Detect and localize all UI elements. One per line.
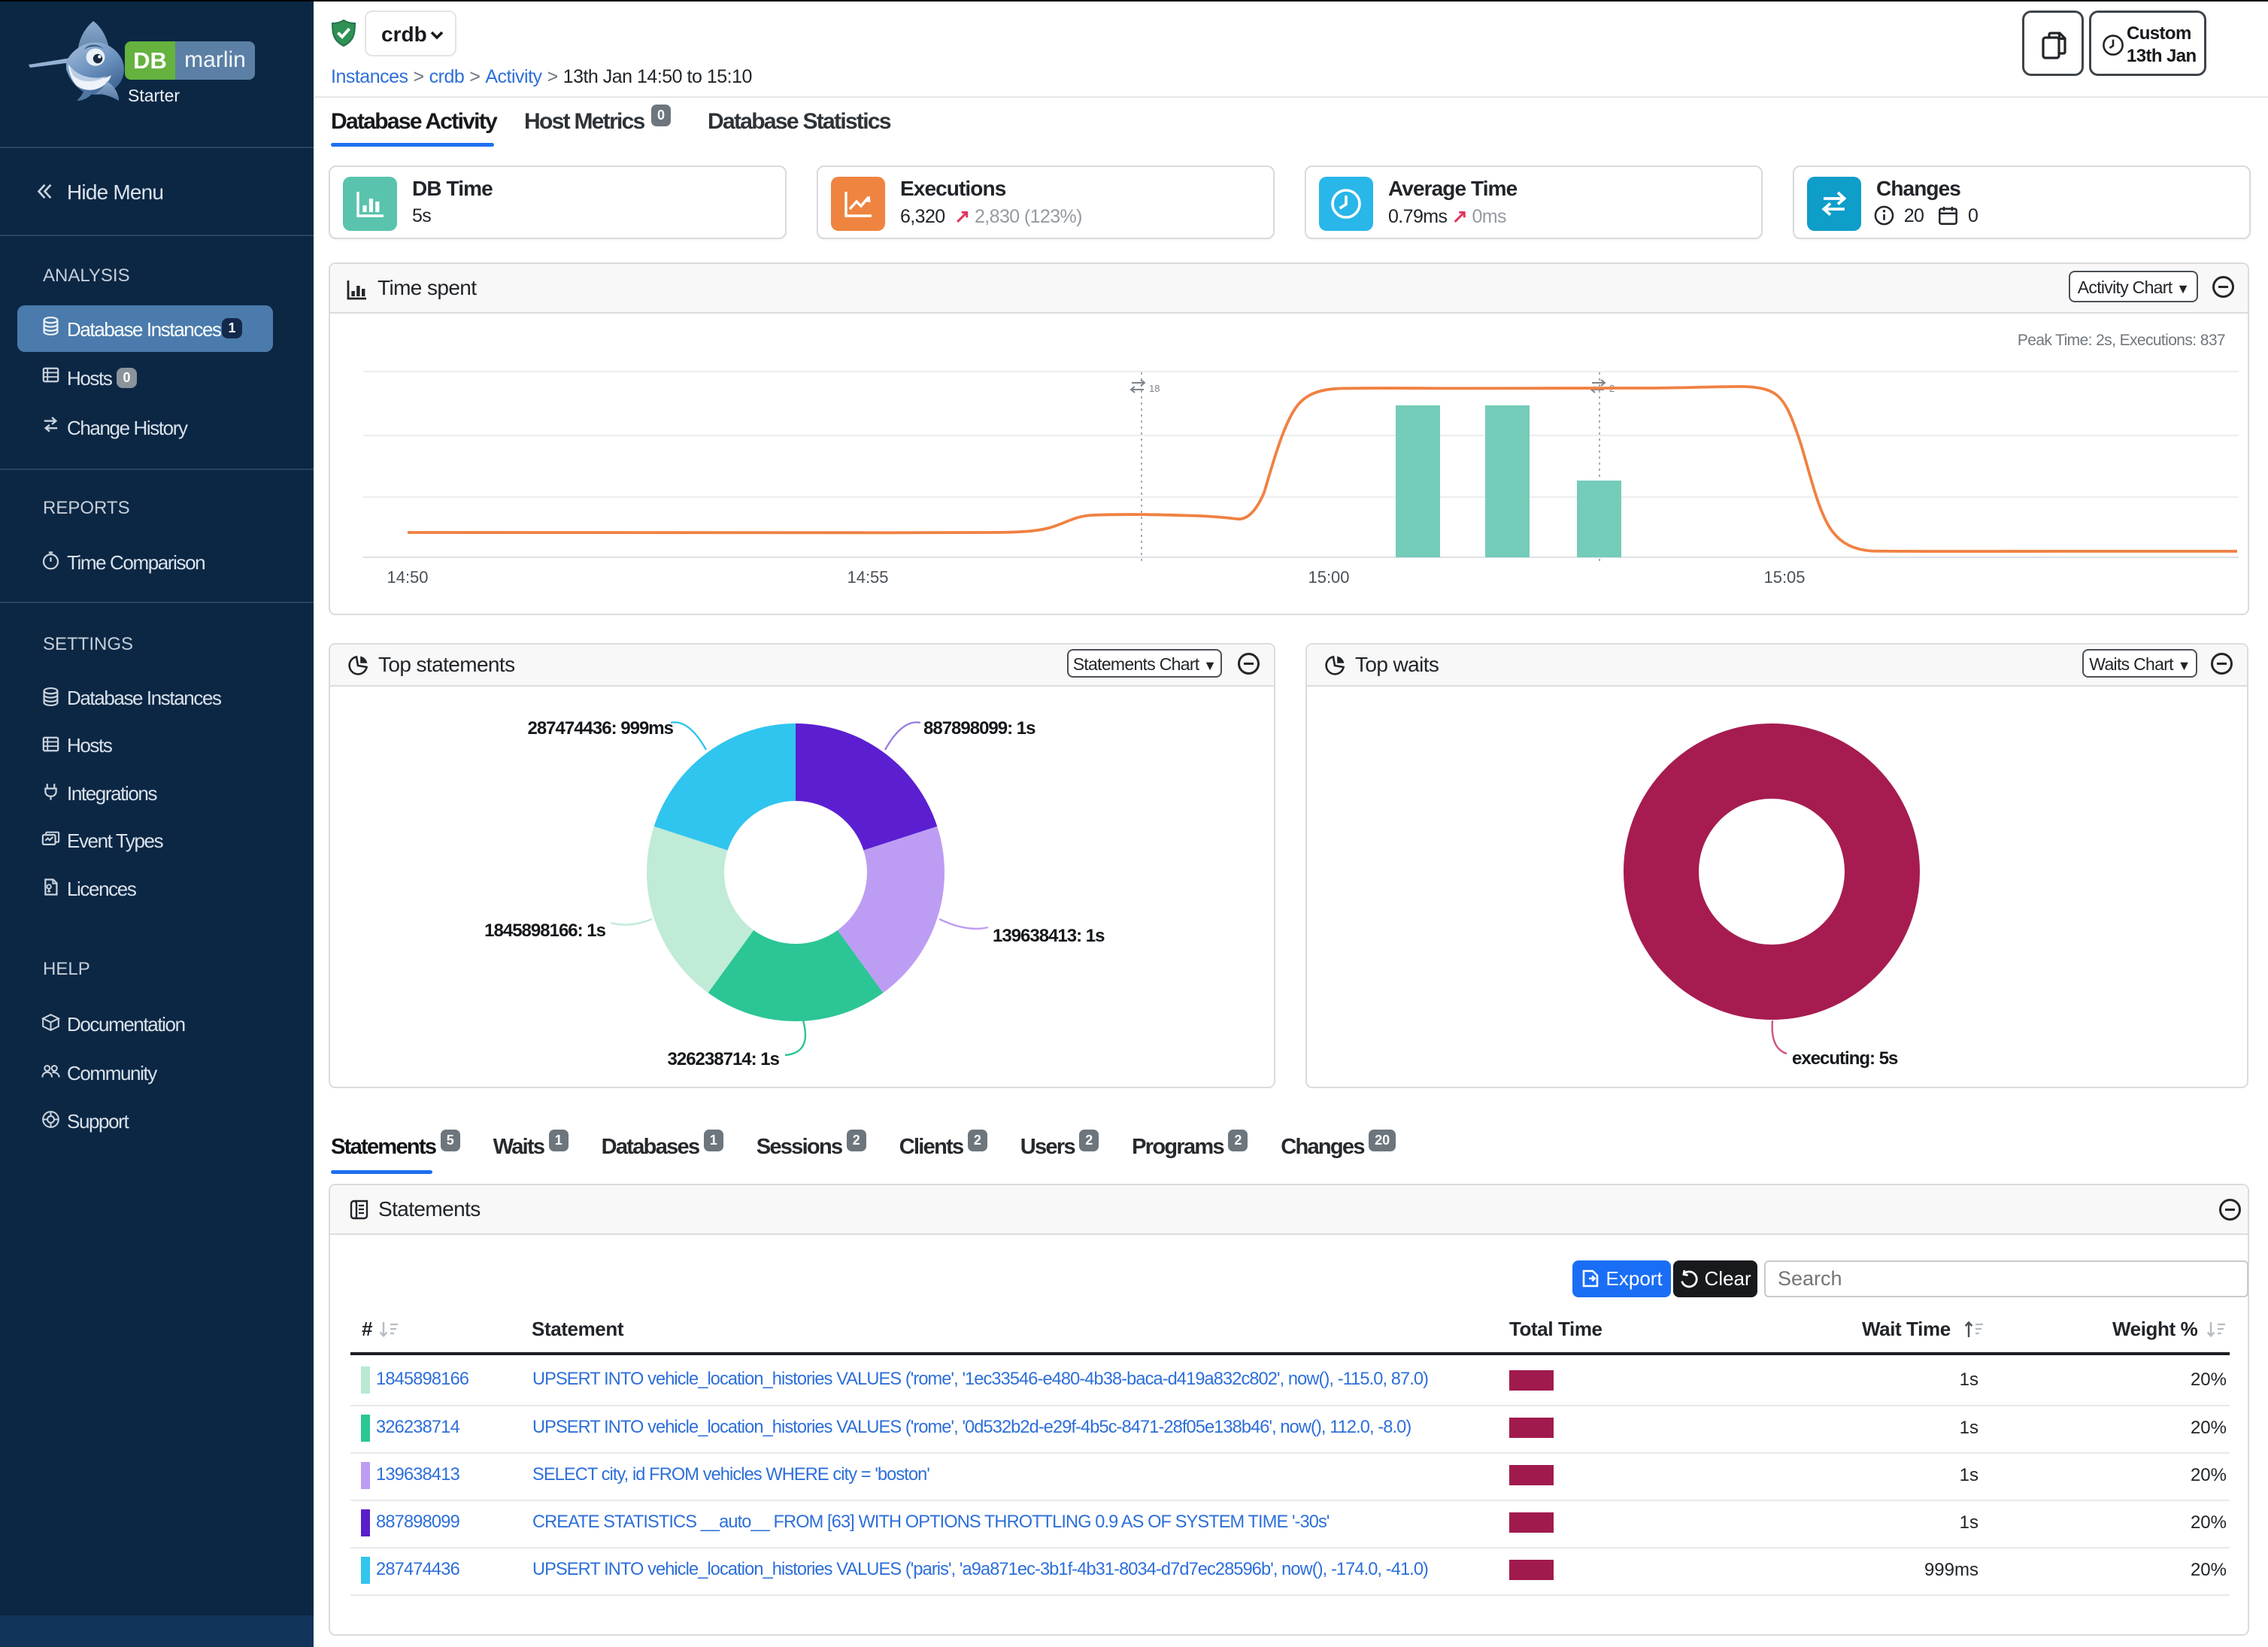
svg-text:14:55: 14:55 (847, 568, 888, 587)
svg-text:15:00: 15:00 (1308, 568, 1349, 587)
svg-text:18: 18 (1149, 383, 1160, 394)
svg-text:15:05: 15:05 (1763, 568, 1805, 587)
svg-text:14:50: 14:50 (387, 568, 428, 587)
